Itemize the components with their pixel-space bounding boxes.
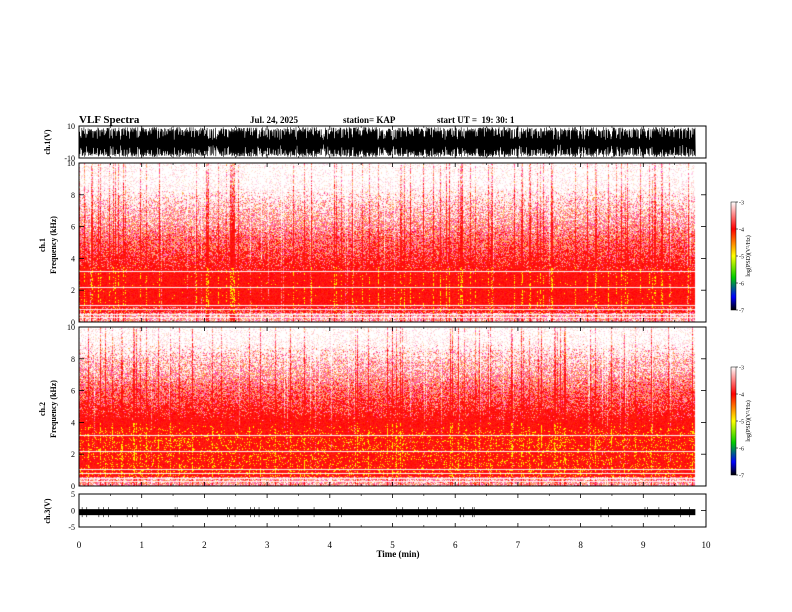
x-tick-label: 0: [77, 540, 82, 550]
header-station: station= KAP: [343, 115, 396, 125]
x-tick-label: 7: [516, 540, 521, 550]
spectrogram-ch1-ytick-label: 0: [71, 318, 75, 327]
x-axis-label: Time (min): [376, 549, 419, 559]
colorbar-ch2-label: log(PSD)(V²/Hz): [745, 400, 752, 441]
colorbar-ch2-tick-label: -7: [739, 474, 744, 480]
colorbar-ch2-bar: [730, 366, 737, 476]
colorbar-ch1-bar: [730, 201, 737, 311]
x-tick-label: 1: [139, 540, 144, 550]
ch3-waveform-ylabel: ch.3(V): [43, 498, 52, 523]
ch2-spec-ylabel-line2: Frequency (kHz): [49, 380, 58, 438]
x-tick-label: 9: [641, 540, 646, 550]
x-tick-label: 5: [390, 540, 395, 550]
spectrogram-ch2-ytick-label: 8: [71, 355, 75, 364]
ch1-spec-ylabel-line2: Frequency (kHz): [49, 216, 58, 274]
x-tick-label: 4: [328, 540, 333, 550]
colorbar-ch2: -3 -4 -5 -6 -7 log(PSD)(V²/Hz): [730, 366, 752, 480]
x-tick-label: 10: [702, 540, 712, 550]
x-tick-label: 2: [202, 540, 207, 550]
waveform-ch3-trace: [79, 509, 696, 516]
waveform-ch1-panel: 10 -10: [64, 122, 707, 163]
spectrogram-ch1-ytick-label: 2: [71, 286, 75, 295]
colorbar-ch1-label: log(PSD)(V²/Hz): [745, 235, 752, 276]
colorbar-ch2-tick-label: -6: [739, 447, 744, 453]
waveform-ch3-ytick-label: -5: [68, 523, 75, 532]
header-start-time: start UT = 19: 30: 1: [437, 115, 515, 125]
spectrogram-ch1-panel: 0 2 4 6 8 10: [67, 159, 707, 327]
header-date: Jul. 24, 2025: [250, 115, 299, 125]
chart-title: VLF Spectra: [79, 114, 140, 126]
waveform-ch3-ytick-label: 5: [71, 490, 75, 499]
colorbar-ch1-tick-label: -4: [739, 228, 744, 234]
colorbar-ch2-tick-label: -5: [739, 420, 744, 426]
spectrogram-ch1-image: [79, 163, 706, 322]
ch1-waveform-ylabel: ch.1(V): [43, 129, 52, 154]
spectrogram-ch2-ytick-label: 10: [67, 323, 75, 332]
spectrogram-ch2-ytick-label: 2: [71, 450, 75, 459]
waveform-ch3-panel: 5 0 -5: [68, 490, 707, 532]
colorbar-ch1-tick-label: -5: [739, 255, 744, 261]
ch1-spec-ylabel-line1: ch.1: [38, 238, 47, 252]
spectrogram-ch1-ytick-label: 4: [71, 254, 75, 263]
waveform-ch1-ytick-label: -10: [64, 154, 75, 163]
spectrogram-ch2-ytick-label: 4: [71, 418, 75, 427]
spectrogram-ch1-ytick-label: 10: [67, 159, 75, 168]
colorbar-ch1-tick-label: -3: [739, 201, 744, 207]
colorbar-ch1-tick-label: -7: [739, 309, 744, 315]
colorbar-ch1: -3 -4 -5 -6 -7 log(PSD)(V²/Hz): [730, 201, 752, 315]
colorbar-ch2-tick-label: -3: [739, 366, 744, 372]
x-tick-label: 6: [453, 540, 458, 550]
x-tick-label: 8: [578, 540, 583, 550]
spectrogram-ch2-image: [79, 327, 706, 486]
colorbar-ch1-tick-label: -6: [739, 282, 744, 288]
spectrogram-ch2-ytick-label: 0: [71, 482, 75, 491]
x-tick-label: 3: [265, 540, 270, 550]
waveform-ch1-trace: [78, 126, 696, 158]
spectrogram-ch2-panel: 0 2 4 6 8 10: [67, 323, 707, 491]
ch2-spec-ylabel-line1: ch.2: [38, 402, 47, 416]
spectrogram-ch2-ytick-label: 6: [71, 387, 75, 396]
spectrogram-ch1-ytick-label: 8: [71, 191, 75, 200]
waveform-ch3-ytick-label: 0: [71, 507, 75, 516]
time-axis: 0 1 2 3 4 5 6 7 8 9 10: [77, 540, 711, 550]
colorbar-ch2-tick-label: -4: [739, 393, 744, 399]
spectrogram-ch1-ytick-label: 6: [71, 223, 75, 232]
waveform-ch1-ytick-label: 10: [67, 122, 75, 131]
